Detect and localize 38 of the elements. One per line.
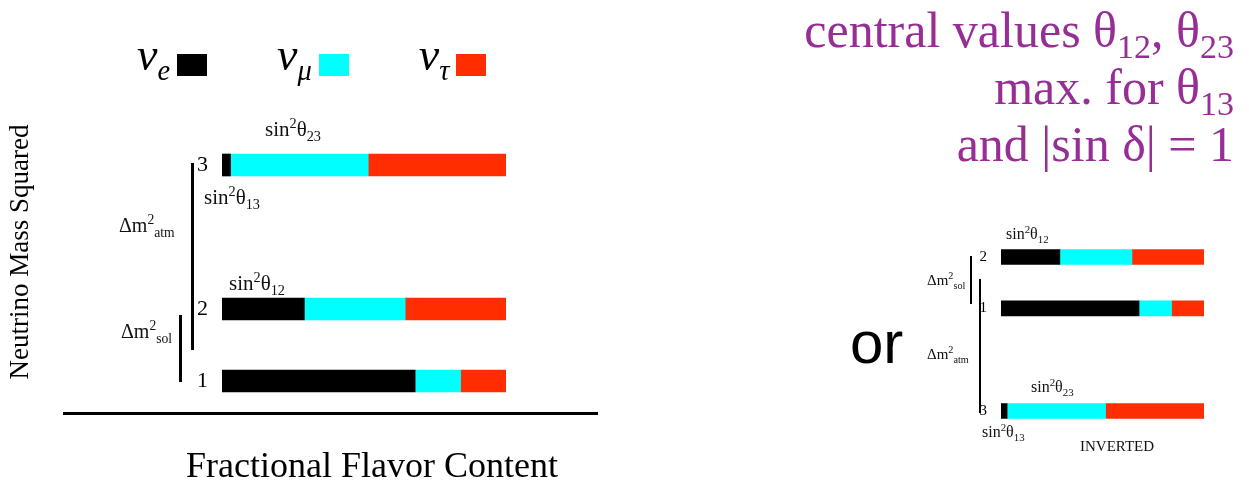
bar — [1001, 300, 1140, 317]
bar — [222, 153, 231, 177]
bar — [460, 369, 506, 393]
y-tick-label: 1 — [197, 366, 208, 392]
annotation: sin$^{2}$θ$_{13}$ — [982, 420, 1025, 444]
text: INVERTED — [1080, 438, 1155, 456]
bar — [304, 297, 406, 321]
annotation: sin$^{2}$θ$_{23}$ — [265, 115, 321, 145]
y-tick-label: 2 — [979, 247, 987, 264]
bar — [222, 297, 305, 321]
bar — [222, 369, 416, 393]
bar — [1001, 249, 1061, 265]
bar — [1171, 300, 1204, 317]
bar — [1006, 403, 1106, 419]
legend-label: ν$_{μ}$ — [277, 29, 312, 87]
text: central values θ$_{12}$, θ$_{23}$ max. for θ$_{13}$ and |sin δ| = 1 — [804, 2, 1234, 173]
bar — [1131, 249, 1204, 265]
y-axis-title: Neutrino Mass Squared — [4, 124, 36, 380]
bar — [367, 153, 506, 177]
bar — [1138, 300, 1172, 317]
text: or — [850, 308, 904, 377]
bar — [414, 369, 461, 393]
y-tick-label: 3 — [979, 401, 987, 418]
annotation: sin$^{2}$θ$_{12}$ — [229, 269, 285, 299]
bar — [1001, 403, 1008, 419]
legend-label: ν$_{τ}$ — [418, 29, 450, 87]
annotation: sin$^{2}$θ$_{23}$ — [1031, 375, 1074, 399]
bar — [1059, 249, 1133, 265]
bar — [1105, 403, 1204, 419]
x-axis-title: Fractional Flavor Content — [186, 445, 558, 485]
legend-label: ν$_{e}$ — [137, 29, 171, 87]
bar — [404, 297, 506, 321]
y-tick-label: 2 — [197, 294, 208, 320]
annotation: sin$^{2}$θ$_{13}$ — [204, 183, 260, 213]
annotation: sin$^{2}$θ$_{12}$ — [1006, 222, 1049, 246]
y-tick-label: 3 — [197, 150, 208, 176]
y-tick-label: 1 — [979, 299, 987, 316]
bar — [230, 153, 369, 177]
